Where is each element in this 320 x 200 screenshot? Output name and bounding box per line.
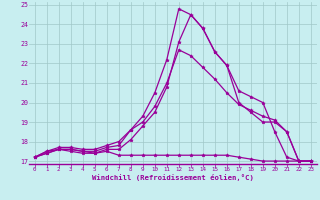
X-axis label: Windchill (Refroidissement éolien,°C): Windchill (Refroidissement éolien,°C) <box>92 174 254 181</box>
